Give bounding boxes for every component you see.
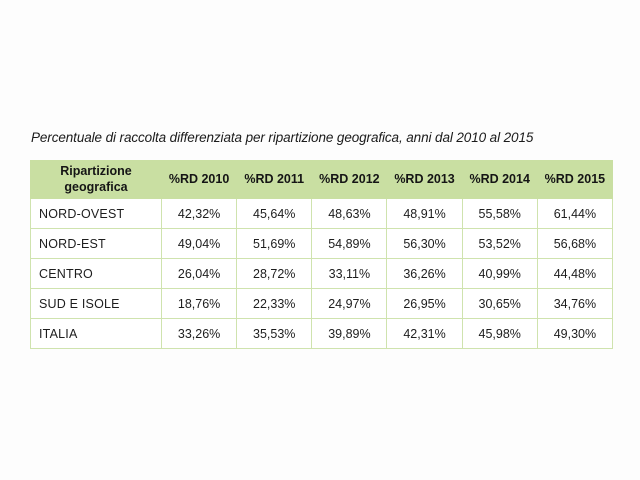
value-cell: 45,98% [461, 318, 538, 349]
value-cell: 42,31% [386, 318, 463, 349]
value-cell: 48,63% [311, 198, 388, 229]
row-label-cell: NORD-OVEST [30, 198, 162, 229]
value-cell: 30,65% [461, 288, 538, 319]
value-cell: 55,58% [461, 198, 538, 229]
row-label-cell: NORD-EST [30, 228, 162, 259]
value-cell: 18,76% [160, 288, 238, 319]
table-row-centro: CENTRO 26,04% 28,72% 33,11% 36,26% 40,99… [30, 258, 614, 289]
row-label-cell: ITALIA [30, 318, 162, 349]
value-cell: 49,04% [160, 228, 238, 259]
value-cell: 26,95% [386, 288, 463, 319]
value-cell: 56,30% [386, 228, 463, 259]
value-cell: 61,44% [536, 198, 614, 229]
value-cell: 40,99% [461, 258, 538, 289]
value-cell: 34,76% [536, 288, 614, 319]
table-row-italia: ITALIA 33,26% 35,53% 39,89% 42,31% 45,98… [30, 318, 614, 349]
table-header-row: Ripartizione geografica %RD 2010 %RD 201… [30, 160, 614, 199]
table-row-sud-e-isole: SUD E ISOLE 18,76% 22,33% 24,97% 26,95% … [30, 288, 614, 319]
value-cell: 24,97% [311, 288, 388, 319]
value-cell: 36,26% [386, 258, 463, 289]
data-table: Ripartizione geografica %RD 2010 %RD 201… [30, 160, 614, 349]
header-cell-ripartizione-geografica: Ripartizione geografica [30, 160, 162, 199]
header-cell-rd-2013: %RD 2013 [386, 160, 463, 199]
value-cell: 35,53% [236, 318, 313, 349]
value-cell: 33,26% [160, 318, 238, 349]
header-cell-rd-2014: %RD 2014 [461, 160, 538, 199]
row-label-cell: SUD E ISOLE [30, 288, 162, 319]
value-cell: 39,89% [311, 318, 388, 349]
value-cell: 45,64% [236, 198, 313, 229]
value-cell: 28,72% [236, 258, 313, 289]
value-cell: 26,04% [160, 258, 238, 289]
header-cell-rd-2011: %RD 2011 [236, 160, 313, 199]
value-cell: 48,91% [386, 198, 463, 229]
header-cell-rd-2010: %RD 2010 [160, 160, 238, 199]
value-cell: 33,11% [311, 258, 388, 289]
value-cell: 56,68% [536, 228, 614, 259]
table-row-nord-ovest: NORD-OVEST 42,32% 45,64% 48,63% 48,91% 5… [30, 198, 614, 229]
header-cell-rd-2012: %RD 2012 [311, 160, 388, 199]
value-cell: 44,48% [536, 258, 614, 289]
value-cell: 53,52% [461, 228, 538, 259]
row-label-cell: CENTRO [30, 258, 162, 289]
header-cell-rd-2015: %RD 2015 [536, 160, 614, 199]
value-cell: 51,69% [236, 228, 313, 259]
figure-caption: Percentuale di raccolta differenziata pe… [31, 130, 534, 145]
value-cell: 54,89% [311, 228, 388, 259]
value-cell: 49,30% [536, 318, 614, 349]
table-row-nord-est: NORD-EST 49,04% 51,69% 54,89% 56,30% 53,… [30, 228, 614, 259]
value-cell: 42,32% [160, 198, 238, 229]
value-cell: 22,33% [236, 288, 313, 319]
